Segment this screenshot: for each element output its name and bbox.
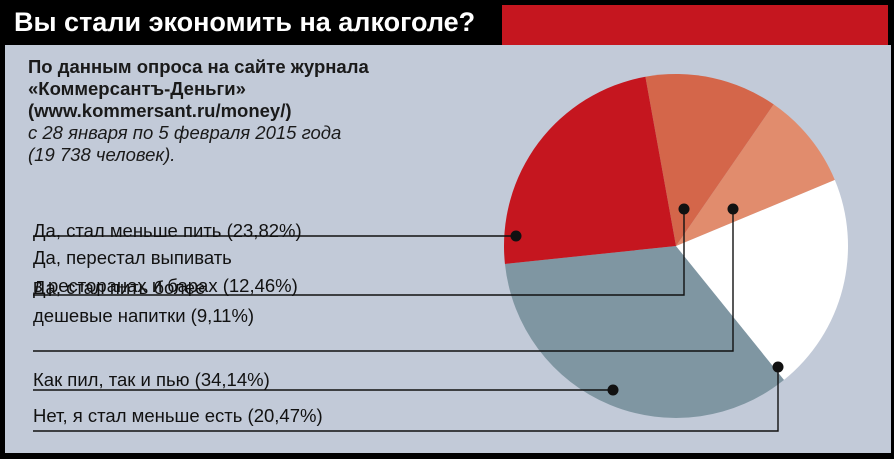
pie-slice-1 — [503, 76, 676, 264]
leader-dot-2 — [678, 203, 690, 215]
subtitle-line-4: с 28 января по 5 февраля 2015 года — [28, 122, 342, 143]
legend-label-5-line-1: Нет, я стал меньше есть (20,47%) — [33, 405, 323, 426]
legend-label-4-line-1: Как пил, так и пью (34,14%) — [33, 369, 270, 390]
legend-label-2-line-1: Да, перестал выпивать — [33, 247, 232, 268]
pie-slice-5 — [676, 179, 848, 380]
subtitle-line-2: «Коммерсантъ-Деньги» — [28, 78, 246, 99]
leader-line-5 — [33, 367, 779, 432]
leader-line-3 — [33, 209, 734, 352]
leader-dot-4 — [607, 384, 619, 396]
legend-label-3-line-2: дешевые напитки (9,11%) — [33, 305, 254, 326]
chart-subtitle: По данным опроса на сайте журнала «Комме… — [28, 56, 488, 166]
legend-label-2-line-2: в ресторанах и барах (12,46%) — [33, 275, 298, 296]
pie-slice-2 — [645, 73, 774, 246]
pie-slices — [503, 73, 848, 418]
title-accent-bar — [502, 5, 888, 45]
leader-dot-5 — [772, 361, 784, 373]
pie-slice-4 — [504, 246, 785, 418]
leader-lines — [33, 203, 784, 432]
leader-dot-3 — [727, 203, 739, 215]
leader-dot-1 — [510, 230, 522, 242]
leader-line-2 — [33, 209, 685, 296]
legend-label-3-line-1: Да, стал пить более — [33, 277, 205, 298]
subtitle-line-3: (www.kommersant.ru/money/) — [28, 100, 292, 121]
pie-slice-3 — [676, 104, 835, 247]
subtitle-line-5: (19 738 человек). — [28, 144, 176, 165]
legend: Да, стал меньше пить (23,82%) Да, переста… — [33, 220, 323, 426]
chart-title: Вы стали экономить на алкоголе? — [14, 7, 476, 37]
title-bar: Вы стали экономить на алкоголе? — [0, 0, 500, 45]
legend-label-1-line-1: Да, стал меньше пить (23,82%) — [33, 220, 302, 241]
subtitle-line-1: По данным опроса на сайте журнала — [28, 56, 369, 77]
